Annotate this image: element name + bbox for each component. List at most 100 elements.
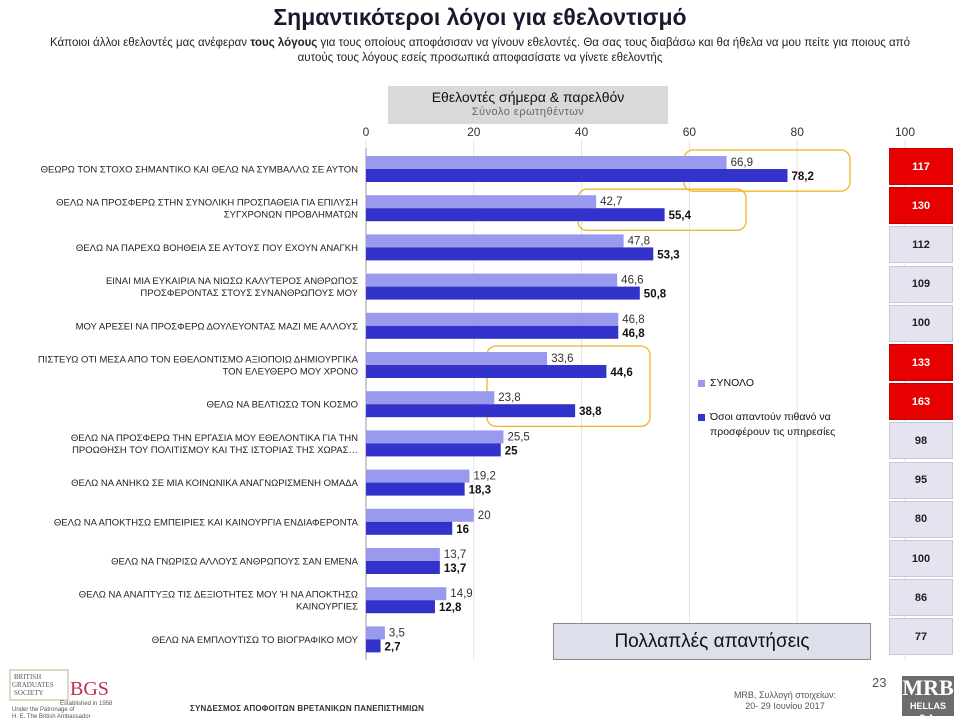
subtitle-part1: Κάποιοι άλλοι εθελοντές μας ανέφεραν: [50, 37, 251, 49]
bar-total: [366, 156, 727, 169]
svg-text:SOCIETY: SOCIETY: [14, 689, 44, 697]
category-label: ΘΕΛΩ ΝΑ ΑΠΟΚΤΗΣΩ ΕΜΠΕΙΡΙΕΣ ΚΑΙ ΚΑΙΝΟΥΡΓΙ…: [54, 517, 359, 528]
data-label-likely: 53,3: [657, 249, 679, 261]
legend-item-likely: Όσοι απαντούν πιθανό να προσφέρουν τις υ…: [698, 410, 878, 440]
ratio-index-cell: 109: [889, 265, 953, 303]
bar-total: [366, 273, 618, 287]
data-label-total: 13,7: [444, 549, 466, 561]
bgs-logo: BRITISH GRADUATES SOCIETY BGS Establishe…: [8, 668, 128, 720]
multiple-answers-note: Πολλαπλές απαντήσεις: [553, 623, 871, 660]
x-tick-label: 40: [575, 125, 589, 139]
bar-total: [366, 587, 447, 601]
x-tick-label: 100: [895, 125, 915, 139]
data-label-likely: 78,2: [791, 171, 813, 183]
data-label-likely: 44,6: [610, 367, 632, 379]
category-label: ΘΕΩΡΩ ΤΟΝ ΣΤΟΧΟ ΣΗΜΑΝΤΙΚΟ ΚΑΙ ΘΕΛΩ ΝΑ ΣΥ…: [41, 165, 358, 176]
bar-likely: [366, 286, 640, 300]
data-label-total: 42,7: [600, 196, 622, 208]
data-label-likely: 16: [456, 524, 469, 536]
data-label-total: 33,6: [551, 353, 573, 365]
category-label-line: ΚΑΙΝΟΥΡΓΙΕΣ: [296, 602, 358, 613]
data-label-total: 25,5: [507, 431, 529, 443]
chart-header-box: Εθελοντές σήμερα & παρελθόν Σύνολο ερωτη…: [388, 86, 668, 124]
bar-likely: [366, 208, 665, 222]
category-label: ΘΕΛΩ ΝΑ ΕΜΠΛΟΥΤΙΣΩ ΤΟ ΒΙΟΓΡΑΦΙΚΟ ΜΟΥ: [152, 635, 359, 646]
data-label-total: 46,6: [621, 275, 643, 287]
bar-likely: [366, 521, 453, 535]
data-label-likely: 18,3: [469, 485, 491, 497]
source-line-2: 20- 29 Ιουνίου 2017: [745, 701, 825, 711]
bar-likely: [366, 325, 619, 339]
bar-likely: [366, 639, 381, 653]
x-tick-label: 60: [683, 125, 697, 139]
category-label: ΠΙΣΤΕΥΩ ΟΤΙ ΜΕΣΑ ΑΠΟ ΤΟΝ ΕΘΕΛΟΝΤΙΣΜΟ ΑΞΙ…: [38, 355, 359, 378]
bar-likely: [366, 443, 501, 457]
bar-likely: [366, 561, 440, 574]
bar-total: [366, 548, 440, 561]
category-label: ΘΕΛΩ ΝΑ ΑΝΗΚΩ ΣΕ ΜΙΑ ΚΟΙΝΩΝΙΚΑ ΑΝΑΓΝΩΡΙΣ…: [71, 478, 359, 489]
category-label: ΘΕΛΩ ΝΑ ΓΝΩΡΙΣΩ ΑΛΛΟΥΣ ΑΝΘΡΩΠΟΥΣ ΣΑΝ ΕΜΕ…: [111, 557, 359, 568]
category-label-line: ΘΕΩΡΩ ΤΟΝ ΣΤΟΧΟ ΣΗΜΑΝΤΙΚΟ ΚΑΙ ΘΕΛΩ ΝΑ ΣΥ…: [41, 165, 358, 176]
data-label-likely: 46,8: [622, 328, 645, 340]
data-label-total: 46,8: [622, 314, 644, 326]
data-label-total: 23,8: [498, 392, 520, 404]
data-label-total: 14,9: [450, 588, 472, 600]
ratio-index-cell: 100: [889, 540, 953, 577]
header-main: Εθελοντές σήμερα & παρελθόν: [431, 89, 625, 105]
category-label-line: ΘΕΛΩ ΝΑ ΠΡΟΣΦΕΡΩ ΤΗΝ ΕΡΓΑΣΙΑ ΜΟΥ ΕΘΕΛΟΝΤ…: [71, 433, 358, 444]
svg-text:Under the Patronage of: Under the Patronage of: [12, 707, 75, 713]
data-label-likely: 50,8: [644, 289, 667, 301]
ratio-index-cell: 80: [889, 500, 953, 538]
subtitle-part2: για τους οποίους αποφάσισαν να γίνουν εθ…: [297, 37, 910, 64]
ratio-index-cell: 112: [889, 226, 953, 264]
data-label-likely: 55,4: [669, 210, 692, 222]
data-label-likely: 12,8: [439, 602, 462, 614]
ratio-index-cell: 130: [889, 187, 953, 225]
category-label: ΘΕΛΩ ΝΑ ΠΑΡΕΧΩ ΒΟΗΘΕΙΑ ΣΕ ΑΥΤΟΥΣ ΠΟΥ ΕΧΟ…: [76, 243, 358, 254]
category-label-line: ΘΕΛΩ ΝΑ ΒΕΛΤΙΩΣΩ ΤΟΝ ΚΟΣΜΟ: [206, 400, 358, 411]
bar-total: [366, 626, 385, 640]
bar-likely: [366, 600, 435, 614]
legend-label-likely: Όσοι απαντούν πιθανό να προσφέρουν τις υ…: [710, 411, 836, 438]
legend-item-total: ΣΥΝΟΛΟ: [698, 376, 878, 391]
category-label-line: ΤΟΝ ΕΛΕΥΘΕΡΟ ΜΟΥ ΧΡΟΝΟ: [222, 367, 358, 378]
category-label: ΘΕΛΩ ΝΑ ΠΡΟΣΦΕΡΩ ΤΗΝ ΕΡΓΑΣΙΑ ΜΟΥ ΕΘΕΛΟΝΤ…: [71, 433, 358, 456]
category-label: ΘΕΛΩ ΝΑ ΒΕΛΤΙΩΣΩ ΤΟΝ ΚΟΣΜΟ: [206, 400, 358, 411]
x-tick-label: 80: [791, 125, 805, 139]
page-number: 23: [872, 675, 887, 690]
category-label-line: ΕΙΝΑΙ ΜΙΑ ΕΥΚΑΙΡΙΑ ΝΑ ΝΙΩΣΩ ΚΑΛΥΤΕΡΟΣ ΑΝ…: [106, 276, 358, 287]
data-label-likely: 13,7: [444, 563, 466, 575]
mrb-logo-sub: HELLAS S.A.: [910, 701, 946, 723]
highlight-box: [486, 345, 651, 428]
ratio-index-column: 117 130 112 109 100 133 163 98 95 80 100 86 77: [889, 148, 953, 660]
data-label-total: 66,9: [731, 157, 753, 169]
data-label-total: 3,5: [389, 627, 405, 639]
category-label: ΜΟΥ ΑΡΕΣΕΙ ΝΑ ΠΡΟΣΦΕΡΩ ΔΟΥΛΕΥΟΝΤΑΣ ΜΑΖΙ …: [76, 321, 359, 332]
category-label: ΕΙΝΑΙ ΜΙΑ ΕΥΚΑΙΡΙΑ ΝΑ ΝΙΩΣΩ ΚΑΛΥΤΕΡΟΣ ΑΝ…: [106, 276, 359, 299]
bar-likely: [366, 169, 788, 182]
bar-likely: [366, 365, 607, 378]
bar-likely: [366, 482, 465, 496]
legend-swatch-likely: [698, 414, 705, 421]
data-label-likely: 25: [505, 445, 518, 457]
subtitle-bold: τους λόγους: [250, 37, 318, 49]
category-label: ΘΕΛΩ ΝΑ ΠΡΟΣΦΕΡΩ ΣΤΗΝ ΣΥΝΟΛΙΚΗ ΠΡΟΣΠΑΘΕΙ…: [56, 198, 358, 221]
x-tick-label: 20: [467, 125, 481, 139]
legend-label-total: ΣΥΝΟΛΟ: [710, 377, 755, 389]
bar-total: [366, 312, 619, 326]
category-label-line: ΘΕΛΩ ΝΑ ΕΜΠΛΟΥΤΙΣΩ ΤΟ ΒΙΟΓΡΑΦΙΚΟ ΜΟΥ: [152, 635, 359, 646]
subtitle: Κάποιοι άλλοι εθελοντές μας ανέφεραν του…: [40, 36, 920, 66]
data-label-total: 19,2: [473, 471, 495, 483]
category-label-line: ΠΡΟΩΘΗΣΗ ΤΟΥ ΠΟΛΙΤΙΣΜΟΥ ΚΑΙ ΤΗΣ ΙΣΤΟΡΙΑΣ…: [72, 445, 358, 456]
bar-total: [366, 234, 624, 248]
legend: ΣΥΝΟΛΟ Όσοι απαντούν πιθανό να προσφέρου…: [698, 376, 878, 440]
association-name: ΣΥΝΔΕΣΜΟΣ ΑΠΟΦΟΙΤΩΝ ΒΡΕΤΑΝΙΚΩΝ ΠΑΝΕΠΙΣΤΗ…: [190, 704, 425, 713]
category-label-line: ΣΥΓΧΡΟΝΩΝ ΠΡΟΒΛΗΜΑΤΩΝ: [224, 210, 358, 221]
svg-text:BRITISH: BRITISH: [14, 673, 41, 681]
x-tick-label: 0: [363, 125, 370, 139]
ratio-index-cell: 163: [889, 383, 953, 421]
svg-text:BGS: BGS: [70, 678, 109, 700]
ratio-index-cell: 100: [889, 304, 953, 342]
category-label-line: ΠΡΟΣΦΕΡΟΝΤΑΣ ΣΤΟΥΣ ΣΥΝΑΝΘΡΩΠΟΥΣ ΜΟΥ: [140, 288, 358, 299]
